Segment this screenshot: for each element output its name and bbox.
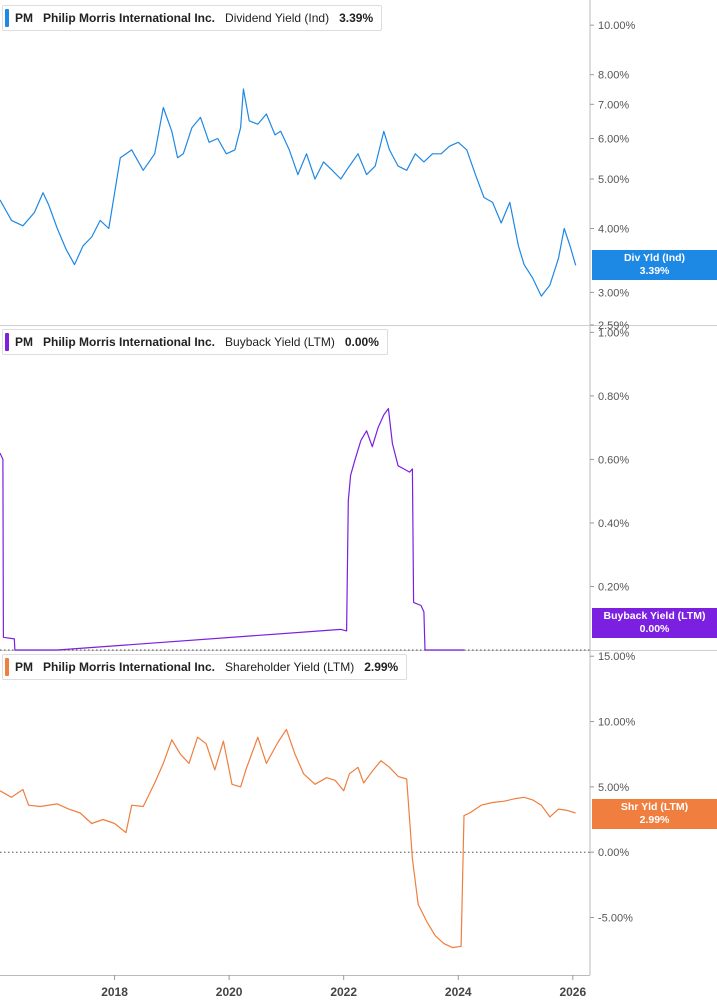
flag-label: Div Yld (Ind) bbox=[623, 252, 686, 264]
y-tick-label: 8.00% bbox=[598, 70, 629, 82]
y-tick-label: 0.80% bbox=[598, 391, 629, 403]
y-tick-label: 7.00% bbox=[598, 99, 629, 111]
y-tick-label: 10.00% bbox=[598, 717, 636, 729]
flag-label: Buyback Yield (LTM) bbox=[603, 610, 706, 622]
y-tick-label: 2.59% bbox=[598, 320, 629, 332]
flag-buyback-yield: Buyback Yield (LTM) 0.00% bbox=[592, 608, 717, 638]
y-tick-label: 6.00% bbox=[598, 134, 629, 146]
legend-value: 3.39% bbox=[339, 11, 374, 25]
series-swatch bbox=[5, 658, 9, 676]
series-line-2 bbox=[0, 408, 464, 651]
x-tick-label: 2024 bbox=[445, 985, 472, 999]
legend-company: Philip Morris International Inc. bbox=[43, 11, 216, 25]
x-tick-label: 2022 bbox=[330, 985, 357, 999]
legend-value: 2.99% bbox=[364, 660, 399, 674]
legend-metric: Buyback Yield (LTM) bbox=[225, 335, 335, 349]
y-tick-label: 0.60% bbox=[598, 454, 629, 466]
y-tick-label: 10.00% bbox=[598, 20, 636, 32]
legend-ticker: PM bbox=[15, 11, 33, 25]
y-tick-label: 5.00% bbox=[598, 782, 629, 794]
legend-metric: Shareholder Yield (LTM) bbox=[225, 660, 355, 674]
legend-company: Philip Morris International Inc. bbox=[43, 335, 216, 349]
legend-buyback-yield: PM Philip Morris International Inc. Buyb… bbox=[2, 329, 388, 355]
flag-value: 2.99% bbox=[639, 814, 670, 826]
y-tick-label: 15.00% bbox=[598, 651, 636, 663]
x-tick-label: 2020 bbox=[216, 985, 243, 999]
y-tick-label: 0.40% bbox=[598, 518, 629, 530]
legend-ticker: PM bbox=[15, 660, 33, 674]
flag-dividend-yield: Div Yld (Ind) 3.39% bbox=[592, 250, 717, 280]
x-tick-label: 2026 bbox=[559, 985, 586, 999]
y-tick-label: 5.00% bbox=[598, 174, 629, 186]
y-tick-label: 1.00% bbox=[598, 327, 629, 339]
series-line-3 bbox=[0, 728, 576, 949]
y-tick-label: 4.00% bbox=[598, 224, 629, 236]
legend-metric: Dividend Yield (Ind) bbox=[225, 11, 330, 25]
series-swatch bbox=[5, 9, 9, 27]
legend-company: Philip Morris International Inc. bbox=[43, 660, 216, 674]
legend-shareholder-yield: PM Philip Morris International Inc. Shar… bbox=[2, 654, 408, 680]
legend-dividend-yield: PM Philip Morris International Inc. Divi… bbox=[2, 5, 383, 31]
x-tick-label: 2018 bbox=[101, 985, 128, 999]
series-line-1 bbox=[0, 88, 577, 297]
flag-label: Shr Yld (LTM) bbox=[620, 801, 689, 813]
y-tick-label: 3.00% bbox=[598, 287, 629, 299]
flag-shareholder-yield: Shr Yld (LTM) 2.99% bbox=[592, 799, 717, 829]
y-tick-label: 0.00% bbox=[598, 847, 629, 859]
flag-value: 0.00% bbox=[639, 623, 670, 635]
flag-value: 3.39% bbox=[639, 265, 670, 277]
y-tick-label: -5.00% bbox=[598, 913, 633, 925]
legend-ticker: PM bbox=[15, 335, 33, 349]
legend-value: 0.00% bbox=[344, 335, 379, 349]
series-swatch bbox=[5, 333, 9, 351]
y-tick-label: 0.20% bbox=[598, 581, 629, 593]
